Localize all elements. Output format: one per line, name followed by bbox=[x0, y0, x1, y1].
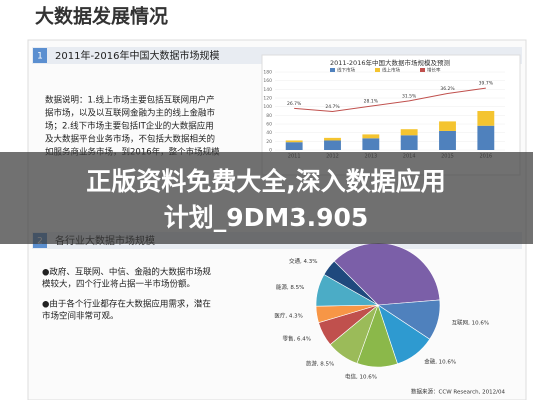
bar bbox=[324, 140, 341, 150]
slice-label: 互联网, 10.6% bbox=[452, 318, 489, 326]
bar bbox=[285, 142, 303, 150]
slice-label: 电信, 10.6% bbox=[345, 372, 377, 380]
legend-label: 增长率 bbox=[427, 67, 441, 74]
y-tick-label: 180 bbox=[263, 70, 272, 76]
pie-slice bbox=[333, 242, 441, 306]
y-tick-label: 120 bbox=[263, 96, 272, 102]
bar bbox=[400, 129, 418, 136]
description-line: 数据说明：1.线上市场主要包括互联网用户产 bbox=[45, 95, 215, 106]
bullet-line: ●由于各个行业都存在大数据应用需求，潜在 bbox=[42, 299, 211, 310]
bar bbox=[400, 135, 418, 150]
bar bbox=[439, 121, 456, 131]
bar bbox=[477, 111, 495, 126]
legend-swatch bbox=[420, 68, 425, 72]
value-label: 39.7% bbox=[479, 81, 494, 87]
legend-label: 线下市场 bbox=[337, 67, 355, 74]
value-label: 28.1% bbox=[364, 99, 379, 105]
pie-slice bbox=[323, 260, 379, 306]
y-tick-label: 160 bbox=[263, 78, 272, 84]
slice-label: 交通, 4.3% bbox=[289, 257, 317, 265]
heading: 大数据发展情况 bbox=[35, 5, 168, 28]
description-line: 据市场，以及以互联网金融为主的线上金融市 bbox=[45, 108, 216, 119]
bullet-line: ●政府、互联网、中信、金融的大数据市场规 bbox=[42, 267, 211, 278]
bar bbox=[285, 140, 303, 143]
y-tick-label: 40 bbox=[266, 130, 272, 136]
value-label: 24.7% bbox=[325, 104, 340, 110]
bar bbox=[362, 134, 380, 139]
bar bbox=[439, 130, 456, 150]
chart-title: 2011-2016年中国大数据市场规模及预测 bbox=[330, 58, 450, 67]
legend-swatch bbox=[375, 68, 380, 72]
y-tick-label: 20 bbox=[266, 139, 272, 145]
y-tick-label: 60 bbox=[266, 122, 272, 128]
slice-label: 医疗, 4.3% bbox=[274, 312, 302, 320]
slice-label: 金融, 10.6% bbox=[424, 358, 456, 366]
value-label: 36.2% bbox=[440, 86, 455, 92]
value-label: 31.5% bbox=[402, 93, 417, 99]
overlay-title: 计划_9DM3.905 bbox=[164, 203, 369, 232]
source: 数据来源：CCW Research, 2012/04 bbox=[411, 388, 505, 396]
bullet-line: 市场空间非常可观。 bbox=[42, 311, 119, 322]
slice-label: 能源, 8.5% bbox=[276, 283, 304, 291]
bullet-line: 模较大，四个行业将占据一半市场份额。 bbox=[42, 279, 195, 290]
description-line: 及大数据平台业务市场，不包括大数据相关的 bbox=[45, 134, 215, 145]
overlay-band bbox=[0, 152, 533, 244]
y-tick-label: 100 bbox=[263, 104, 272, 110]
slice-label: 旅游, 8.5% bbox=[306, 359, 334, 367]
legend-swatch bbox=[330, 68, 335, 72]
section-badge bbox=[33, 48, 47, 63]
legend-label: 线上市场 bbox=[382, 67, 400, 74]
y-tick-label: 140 bbox=[263, 87, 272, 93]
growth-line bbox=[294, 87, 486, 112]
value-label: 26.7% bbox=[287, 101, 302, 107]
section-title: 2011年-2016年中国大数据市场规模 bbox=[55, 49, 220, 62]
slice-label: 零售, 6.4% bbox=[282, 334, 310, 342]
section-number: 1 bbox=[37, 52, 43, 62]
bar bbox=[362, 138, 380, 150]
y-tick-label: 0 bbox=[269, 148, 272, 154]
bar bbox=[324, 137, 341, 141]
description-line: 场；2.线下市场主要包括IT企业的大数据应用 bbox=[45, 121, 214, 132]
bar bbox=[477, 125, 495, 150]
y-tick-label: 80 bbox=[266, 113, 272, 119]
overlay-title: 正版资料免费大全,深入数据应用 bbox=[86, 167, 446, 196]
